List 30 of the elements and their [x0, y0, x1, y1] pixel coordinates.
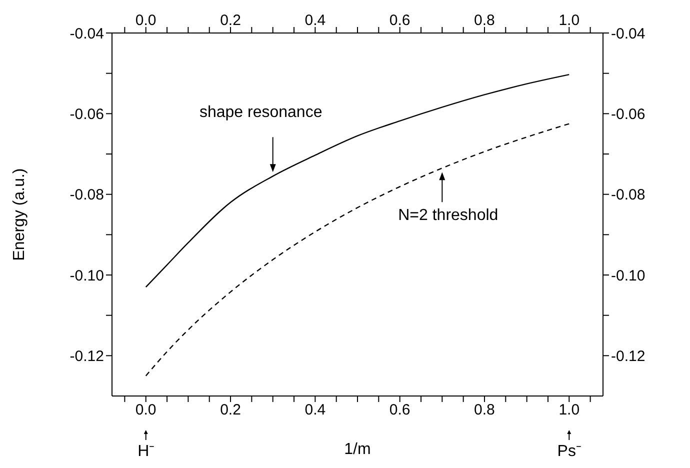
x2-tick-label: 1.0: [558, 402, 580, 419]
x-tick-label: 0.8: [474, 12, 495, 29]
y-tick-label: -0.06: [70, 106, 104, 123]
x2-tick-label: 0.6: [389, 402, 410, 419]
annotation: shape resonance: [199, 104, 322, 122]
y2-tick-label: -0.10: [611, 267, 646, 284]
y-tick-label: -0.08: [70, 186, 104, 204]
x-tick-label: 0.4: [304, 12, 326, 29]
y-tick-label: -0.12: [70, 348, 104, 365]
x-tick-label: 0.2: [220, 12, 241, 29]
annotation: N=2 threshold: [398, 207, 498, 224]
y-tick-label: -0.10: [70, 267, 104, 284]
annotation: H⁻: [138, 443, 154, 460]
x2-tick-label: 0.0: [135, 402, 156, 419]
x2-tick-label: 0.2: [220, 402, 241, 419]
x2-tick-label: 0.8: [474, 402, 495, 419]
x2-tick-label: 0.4: [304, 402, 326, 419]
y-tick-label: -0.04: [70, 25, 104, 42]
annotation: Ps⁻: [557, 443, 581, 460]
x-tick-label: 0.6: [389, 12, 410, 29]
y2-tick-label: -0.04: [611, 25, 646, 42]
line-series: [145, 74, 570, 288]
x-tick-label: 0.0: [135, 12, 156, 29]
y2-tick-label: -0.08: [611, 186, 646, 204]
line-series: [145, 123, 570, 376]
y-axis-title: Energy (a.u.): [11, 168, 28, 261]
y2-tick-label: -0.12: [611, 348, 646, 365]
x-axis-title: 1/m: [344, 441, 371, 458]
y2-tick-label: -0.06: [611, 106, 646, 123]
x-tick-label: 1.0: [558, 12, 580, 29]
